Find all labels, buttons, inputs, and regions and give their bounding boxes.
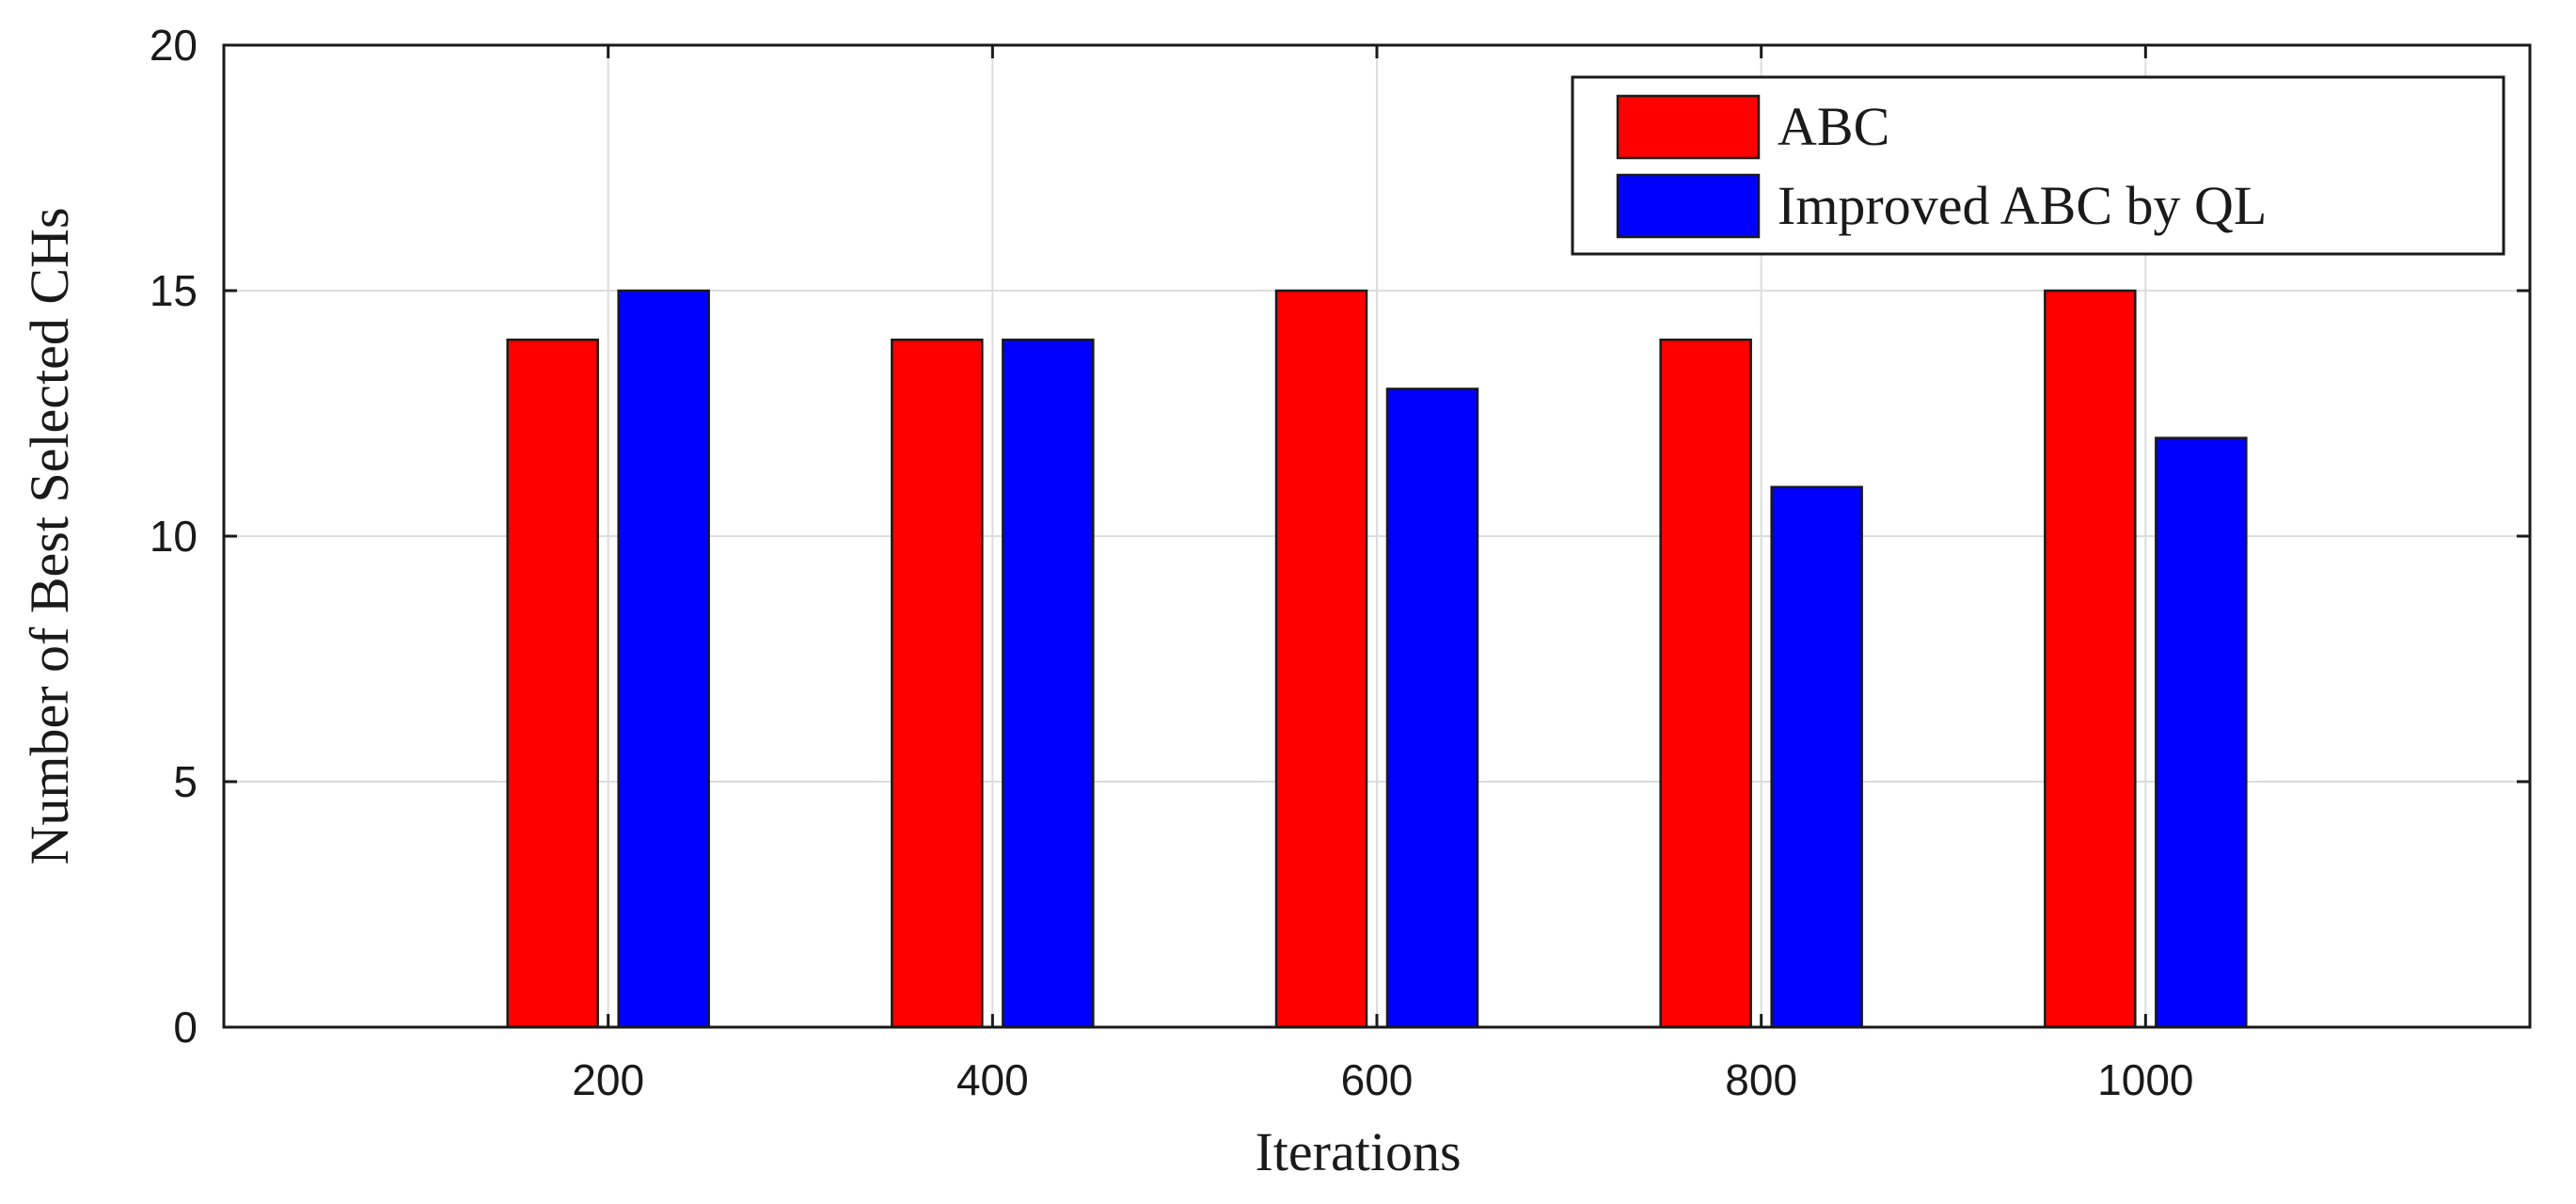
legend-label: ABC (1778, 96, 1889, 157)
bar-improved-abc-by-ql-800 (1770, 485, 1863, 1029)
x-tick-label: 800 (1725, 1055, 1797, 1104)
y-axis-title: Number of Best Selected CHs (19, 207, 80, 864)
x-axis-ticks: 200 400 600 800 1000 (572, 45, 2194, 1104)
x-tick-label: 600 (1341, 1055, 1414, 1104)
bar-abc-400 (891, 338, 984, 1029)
legend-label: Improved ABC by QL (1778, 175, 2267, 236)
bar-improved-abc-by-ql-600 (1385, 388, 1479, 1029)
y-tick-label: 0 (173, 1003, 198, 1052)
legend-swatch (1616, 94, 1761, 160)
bar-improved-abc-by-ql-1000 (2155, 436, 2248, 1029)
legend: ABC Improved ABC by QL (1571, 75, 2505, 256)
bar-abc-1000 (2044, 289, 2137, 1029)
y-tick-label: 10 (150, 512, 198, 561)
bar-abc-600 (1274, 289, 1368, 1029)
x-tick-label: 200 (572, 1055, 644, 1104)
y-tick-label: 5 (173, 757, 198, 806)
x-axis-title: Iterations (1255, 1121, 1461, 1182)
bar-abc-200 (506, 338, 599, 1029)
y-axis-ticks: 0 5 10 15 20 (150, 21, 2530, 1052)
bar-improved-abc-by-ql-200 (617, 289, 710, 1029)
y-tick-label: 20 (150, 21, 198, 70)
bar-improved-abc-by-ql-400 (1002, 338, 1095, 1029)
x-tick-label: 400 (956, 1055, 1029, 1104)
x-tick-label: 1000 (2097, 1055, 2193, 1104)
legend-swatch (1616, 173, 1761, 239)
bar-abc-800 (1659, 338, 1752, 1029)
y-tick-label: 15 (150, 266, 198, 315)
